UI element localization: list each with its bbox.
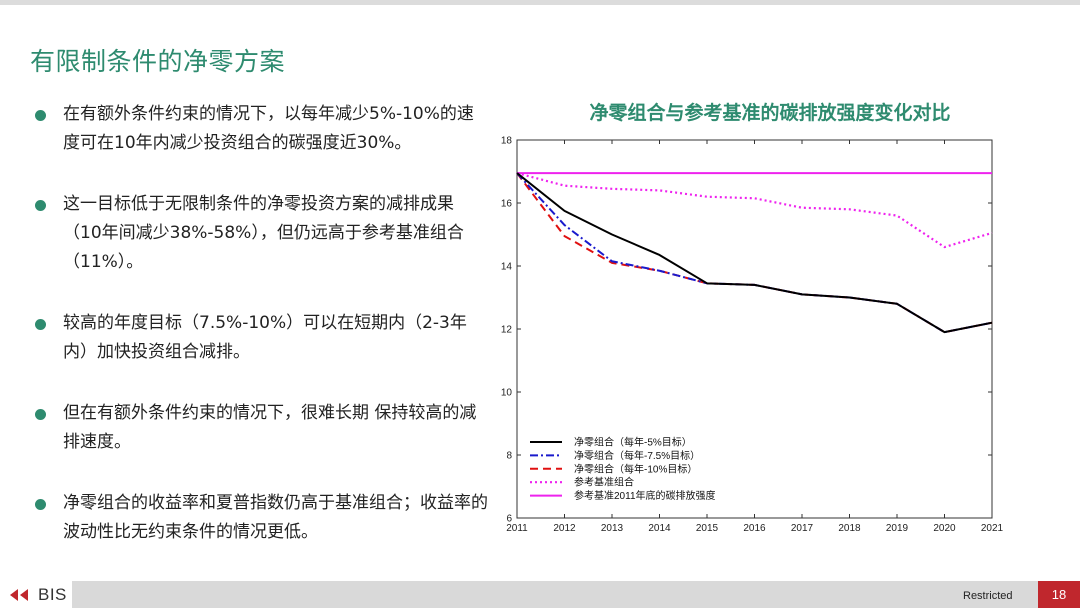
series-line bbox=[516, 172, 993, 334]
top-rule bbox=[0, 0, 1080, 5]
legend-label: 净零组合（每年-5%目标） bbox=[574, 436, 692, 449]
series-line bbox=[516, 172, 993, 249]
slide-title: 有限制条件的净零方案 bbox=[30, 47, 286, 76]
legend-label: 参考基准组合 bbox=[574, 476, 634, 489]
x-tick-label: 2014 bbox=[648, 523, 671, 534]
x-tick-label: 2013 bbox=[601, 523, 624, 534]
bullet-text: 较高的年度目标（7.5%-10%）可以在短期内（2-3年内）加快投资组合减排。 bbox=[63, 313, 467, 362]
bullet-dot-icon bbox=[35, 110, 46, 121]
page-number: 18 bbox=[1038, 581, 1080, 608]
x-tick-label: 2017 bbox=[791, 523, 814, 534]
legend-label: 净零组合（每年-10%目标） bbox=[574, 462, 697, 475]
bullet-text: 净零组合的收益率和夏普指数仍高于基准组合；收益率的波动性比无约束条件的情况更低。 bbox=[63, 493, 488, 542]
bullet-list: 在有额外条件约束的情况下，以每年减少5%-10%的速度可在10年内减少投资组合的… bbox=[30, 100, 490, 547]
classification-label: Restricted bbox=[963, 590, 1013, 602]
logo-text: BIS bbox=[38, 585, 67, 604]
chart-title: 净零组合与参考基准的碳排放强度变化对比 bbox=[589, 102, 951, 124]
y-tick-label: 18 bbox=[501, 136, 513, 147]
y-tick-label: 16 bbox=[501, 199, 513, 210]
x-tick-label: 2011 bbox=[506, 523, 528, 534]
x-tick-label: 2018 bbox=[838, 523, 861, 534]
series-line bbox=[516, 172, 993, 334]
bullet-dot-icon bbox=[35, 499, 46, 510]
bis-logo: BIS bbox=[10, 585, 67, 605]
bullet-item: 较高的年度目标（7.5%-10%）可以在短期内（2-3年内）加快投资组合减排。 bbox=[30, 309, 490, 367]
bullet-dot-icon bbox=[35, 409, 46, 420]
bullet-item: 但在有额外条件约束的情况下，很难长期 保持较高的减排速度。 bbox=[30, 399, 490, 457]
bullet-text: 在有额外条件约束的情况下，以每年减少5%-10%的速度可在10年内减少投资组合的… bbox=[63, 104, 474, 153]
bullet-item: 这一目标低于无限制条件的净零投资方案的减排成果（10年间减少38%-58%），但… bbox=[30, 190, 490, 277]
y-tick-label: 10 bbox=[501, 388, 513, 399]
x-tick-label: 2021 bbox=[981, 523, 1004, 534]
x-tick-label: 2020 bbox=[933, 523, 956, 534]
bullet-text: 但在有额外条件约束的情况下，很难长期 保持较高的减排速度。 bbox=[63, 403, 477, 452]
legend-label: 净零组合（每年-7.5%目标） bbox=[574, 449, 700, 462]
bullet-item: 净零组合的收益率和夏普指数仍高于基准组合；收益率的波动性比无约束条件的情况更低。 bbox=[30, 489, 490, 547]
line-chart: 6 8 10 12 14 16 18 2011 2012 2013 2014 2015 2016 2017… bbox=[501, 136, 1004, 535]
footer-bar bbox=[72, 581, 1038, 608]
footer: BIS Restricted 18 bbox=[0, 581, 1080, 608]
bullet-text: 这一目标低于无限制条件的净零投资方案的减排成果（10年间减少38%-58%），但… bbox=[63, 194, 464, 272]
y-tick-label: 14 bbox=[501, 262, 513, 273]
y-tick-label: 12 bbox=[501, 325, 513, 336]
bullet-item: 在有额外条件约束的情况下，以每年减少5%-10%的速度可在10年内减少投资组合的… bbox=[30, 100, 490, 158]
x-tick-label: 2015 bbox=[696, 523, 719, 534]
series-line bbox=[516, 172, 993, 334]
legend-label: 参考基准2011年底的碳排放强度 bbox=[574, 489, 716, 502]
bis-logo-icon bbox=[10, 589, 28, 601]
x-tick-label: 2019 bbox=[886, 523, 909, 534]
bullet-dot-icon bbox=[35, 200, 46, 211]
bullet-dot-icon bbox=[35, 319, 46, 330]
x-tick-label: 2016 bbox=[743, 523, 766, 534]
y-tick-label: 8 bbox=[506, 451, 512, 462]
x-tick-label: 2012 bbox=[553, 523, 576, 534]
y-tick-label: 6 bbox=[506, 514, 512, 525]
